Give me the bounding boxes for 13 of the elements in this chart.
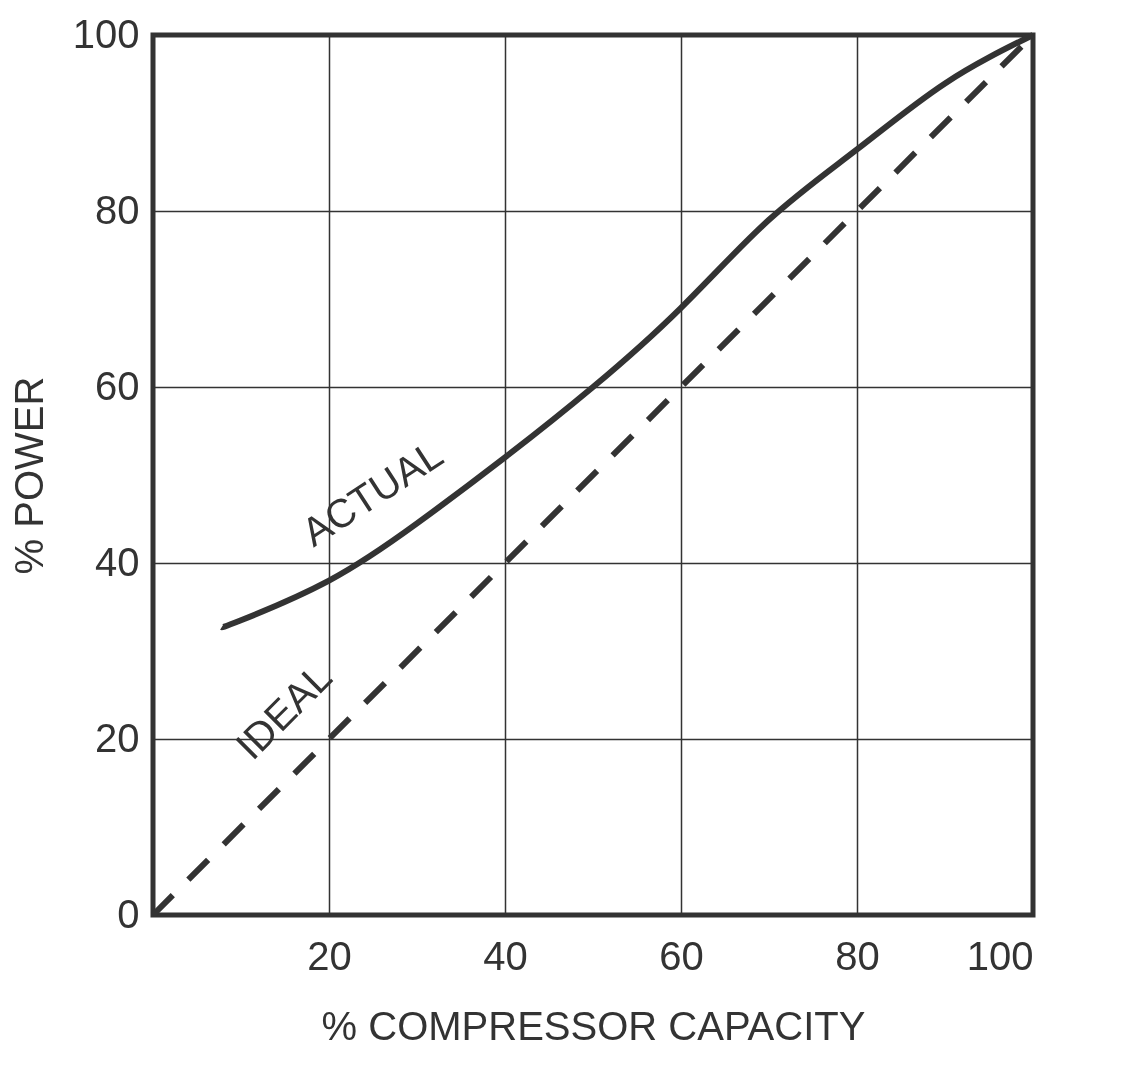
x-tick-label: 40 [483, 933, 528, 978]
x-tick-label: 60 [659, 933, 704, 978]
y-tick-label: 80 [95, 187, 140, 232]
y-tick-label: 40 [95, 539, 140, 584]
y-tick-label: 100 [72, 11, 140, 56]
x-tick-label: 100 [966, 933, 1034, 978]
x-axis-title: % COMPRESSOR CAPACITY [321, 1003, 866, 1048]
y-tick-label: 0 [117, 891, 140, 936]
y-tick-label: 60 [95, 363, 140, 408]
y-tick-label: 20 [95, 715, 140, 760]
x-tick-label: 20 [307, 933, 352, 978]
y-axis-title: % POWER [6, 376, 51, 575]
x-tick-label: 80 [835, 933, 880, 978]
